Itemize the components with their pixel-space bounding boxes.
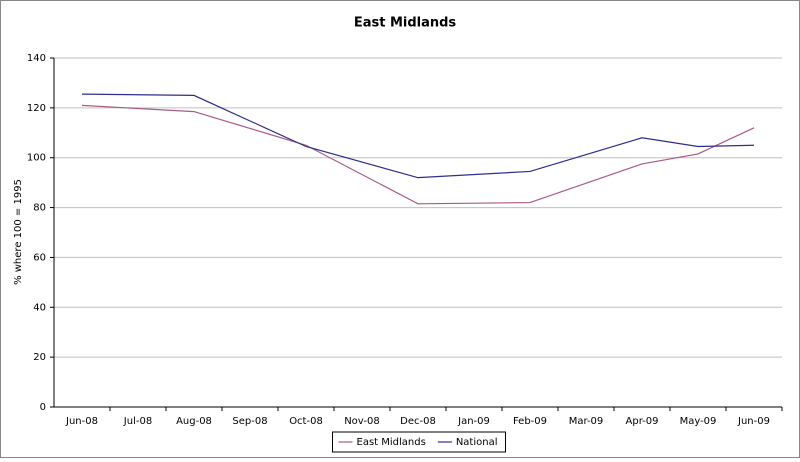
x-tick-label: Aug-08 <box>176 416 212 427</box>
x-tick-label: Jun-09 <box>737 416 770 427</box>
line-series <box>81 104 755 205</box>
legend: East Midlands National <box>332 431 506 453</box>
x-tick-label: May-09 <box>680 416 717 427</box>
x-tick-label: Jul-08 <box>123 416 152 427</box>
y-tick-label: 40 <box>33 302 46 313</box>
y-tick-label: 20 <box>33 352 46 363</box>
x-tick-label: Dec-08 <box>400 416 436 427</box>
y-tick-label: 120 <box>27 103 46 114</box>
y-tick-label: 60 <box>33 252 46 263</box>
y-tick-label: 100 <box>27 153 46 164</box>
line-series <box>81 93 755 179</box>
legend-box <box>332 431 506 453</box>
legend-label: National <box>456 437 498 448</box>
x-tick-label: Nov-08 <box>344 416 380 427</box>
y-tick-label: 140 <box>27 53 46 64</box>
x-tick-label: Mar-09 <box>569 416 604 427</box>
chart-title: East Midlands <box>354 16 457 31</box>
y-tick-label: 0 <box>40 402 46 413</box>
legend-label: East Midlands <box>357 437 426 448</box>
x-tick-label: Feb-09 <box>513 416 547 427</box>
x-tick-label: Sep-08 <box>232 416 267 427</box>
x-tick-label: Apr-09 <box>626 416 659 427</box>
x-tick-label: Oct-08 <box>289 416 323 427</box>
y-tick-label: 80 <box>33 203 46 214</box>
x-tick-label: Jan-09 <box>457 416 490 427</box>
y-axis-label: % where 100 = 1995 <box>13 179 24 285</box>
x-tick-label: Jun-08 <box>65 416 98 427</box>
